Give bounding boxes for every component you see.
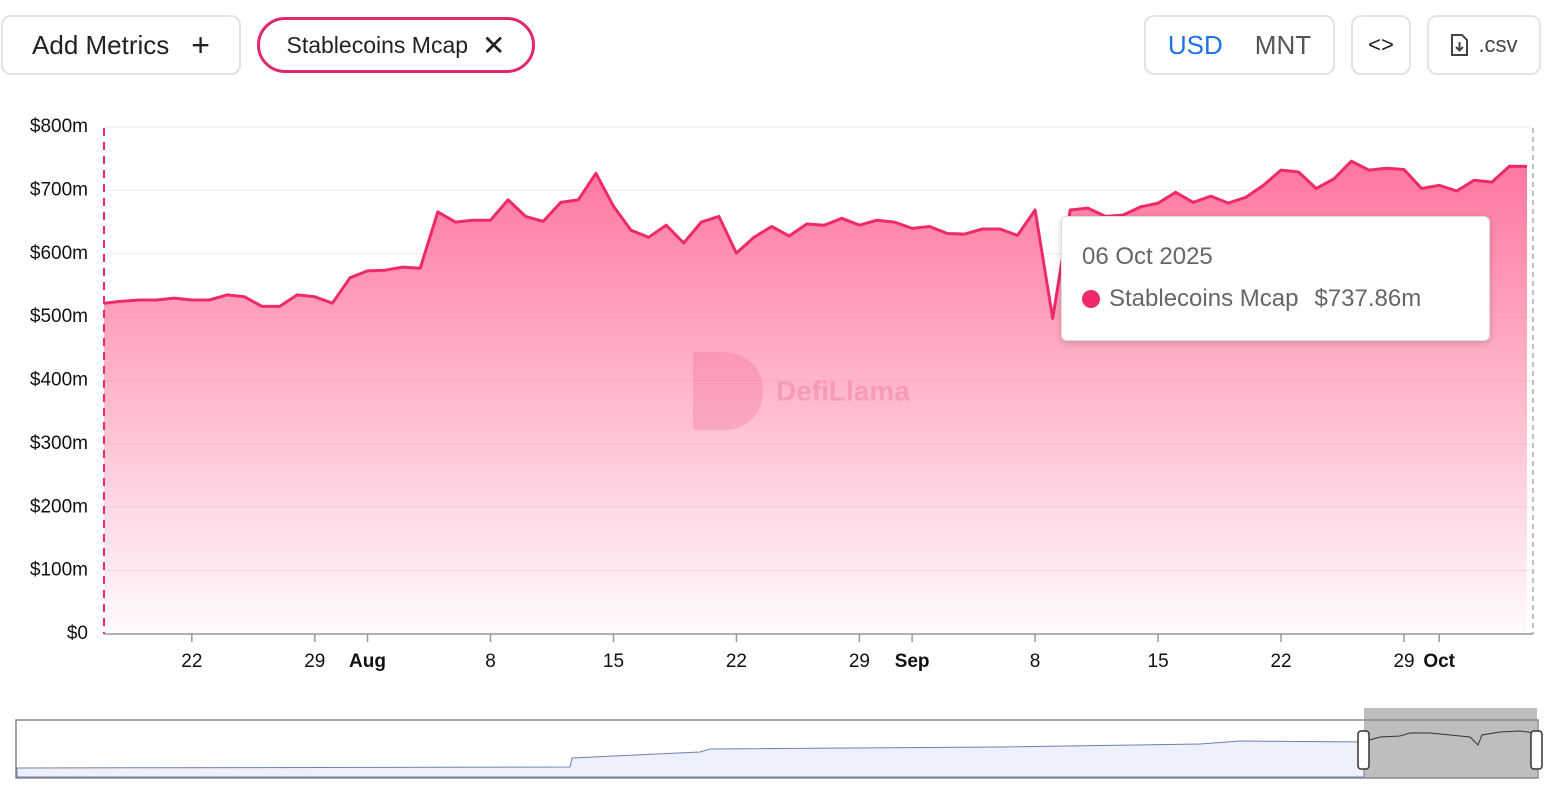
x-tick-label: 8 [1030,651,1041,672]
x-tick-label: 15 [1148,651,1169,672]
minimap-handle[interactable] [1357,730,1370,770]
x-tick-label: 29 [849,651,870,672]
embed-button[interactable]: <> [1351,15,1411,75]
watermark-text: DefiLlama [776,375,910,406]
currency-option[interactable]: USD [1167,29,1223,60]
plus-icon: + [191,26,210,63]
tooltip-value: $737.86m [1314,285,1422,312]
metric-chip[interactable]: Stablecoins Mcap ✕ [257,17,535,73]
add-metrics-button[interactable]: Add Metrics + [1,15,241,75]
grid [104,126,1533,572]
tooltip-marker [1082,290,1100,308]
tooltip-series: Stablecoins Mcap [1109,285,1299,312]
x-tick-label: 22 [1270,651,1291,672]
minimap-series [16,740,1365,778]
x-tick-label: 22 [726,651,747,672]
x-tick-label: 22 [181,651,202,672]
x-tick-label: 29 [1393,651,1414,672]
chip-label: Stablecoins Mcap [286,31,469,58]
x-tick-label: Aug [349,651,386,672]
x-tick-label: Oct [1423,651,1455,672]
tooltip-row: Stablecoins Mcap $737.86m [1082,285,1489,313]
minimap [15,708,1543,779]
y-tick-label: $0 [67,623,88,644]
x-tick-label: 29 [304,651,325,672]
minimap-selection[interactable] [1364,708,1537,778]
remove-icon[interactable]: ✕ [482,29,506,61]
x-tick-label: 8 [485,651,496,672]
y-tick-label: $500m [30,306,88,327]
download-icon [1451,34,1469,56]
watermark: DefiLlama [693,352,910,430]
currency-option[interactable]: MNT [1254,29,1312,60]
y-tick-label: $400m [30,370,88,391]
y-tick-label: $100m [30,560,88,581]
y-tick-label: $200m [30,496,88,517]
tooltip-date: 06 Oct 2025 [1082,243,1213,270]
tooltip: 06 Oct 2025 Stablecoins Mcap $737.86m [1061,216,1490,341]
currency-toggle: USD MNT [1144,15,1335,75]
y-tick-label: $600m [30,243,88,264]
y-tick-label: $300m [30,433,88,454]
minimap-handle[interactable] [1530,730,1543,770]
y-tick-label: $700m [30,179,88,200]
button-label: Add Metrics [32,29,170,60]
csv-button[interactable]: .csv [1427,15,1541,75]
y-tick-label: $800m [30,116,88,137]
csv-label: .csv [1478,32,1518,57]
x-tick-label: Sep [895,651,930,672]
minimap-frame [15,719,1539,779]
x-tick-label: 15 [603,651,624,672]
minimap-selected-series [1365,730,1536,746]
